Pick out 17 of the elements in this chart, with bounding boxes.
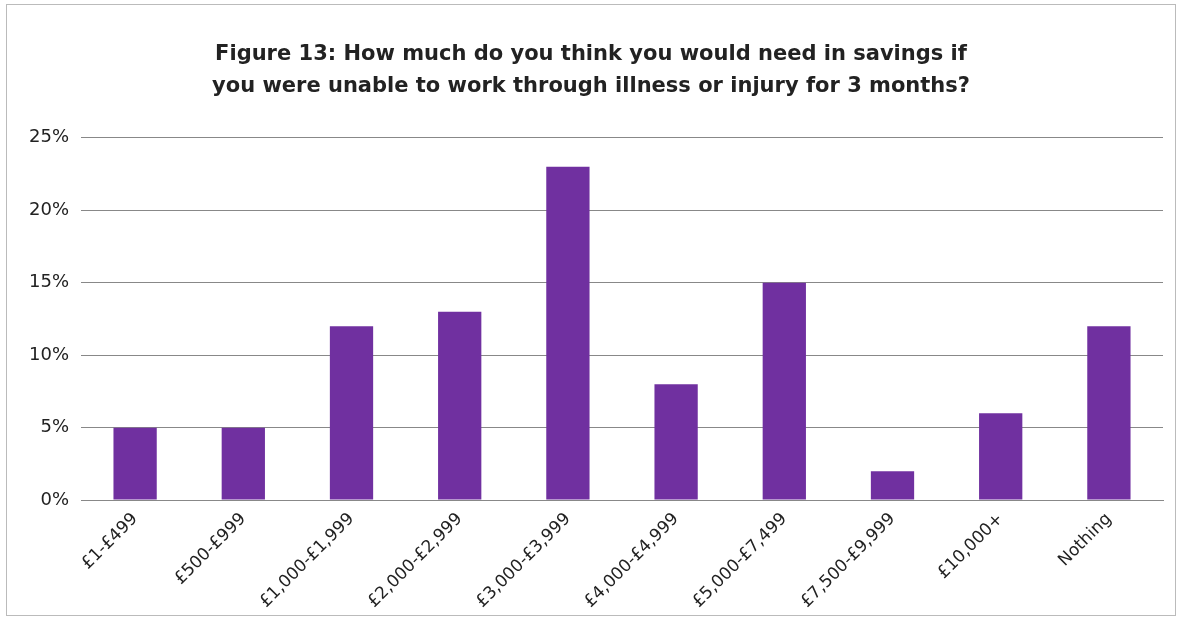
y-tick-label: 20%	[28, 197, 70, 219]
chart-title: Figure 13: How much do you think you would need in savings if you were unable to work through illness or injury for 3 months?	[211, 40, 971, 99]
bar	[654, 384, 698, 500]
bar	[762, 282, 806, 500]
bar	[221, 427, 265, 500]
bar	[329, 326, 374, 500]
bar	[1087, 326, 1131, 500]
bar	[113, 427, 157, 500]
y-tick-label: 0%	[40, 487, 70, 509]
bar	[979, 413, 1023, 500]
bar	[870, 471, 915, 500]
bar	[546, 166, 590, 500]
y-tick-label: 10%	[28, 342, 70, 364]
y-tick-label: 5%	[40, 415, 70, 437]
y-tick-label: 25%	[28, 125, 70, 147]
y-tick-label: 15%	[28, 270, 70, 292]
bar	[438, 311, 482, 500]
